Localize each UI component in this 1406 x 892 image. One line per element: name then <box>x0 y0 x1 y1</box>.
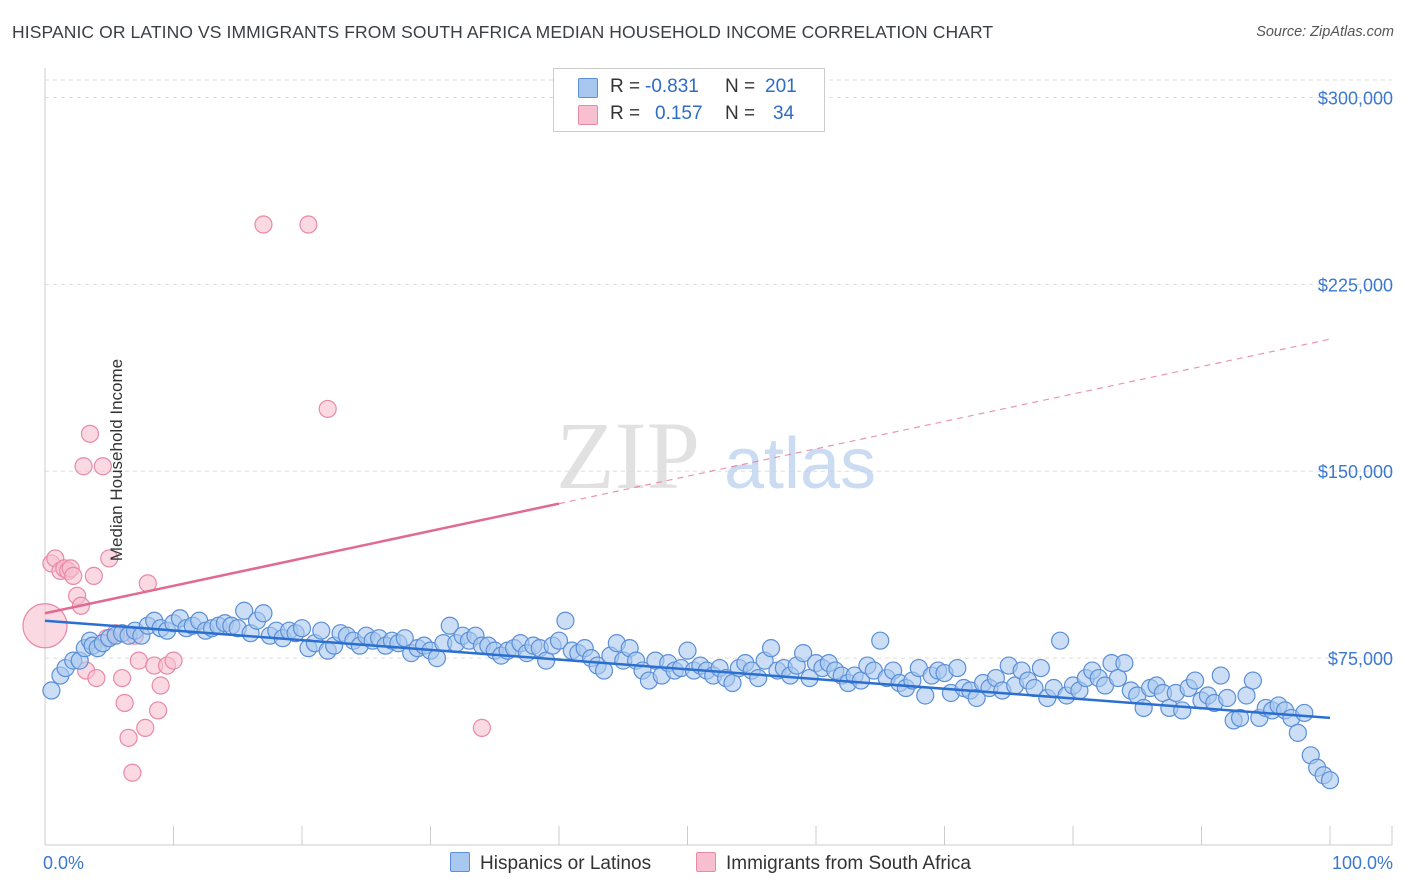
data-point-hispanics <box>851 671 871 690</box>
blue-swatch-icon <box>578 78 598 98</box>
n-value-south-africa: 34 <box>773 103 795 124</box>
data-point-hispanics <box>871 631 890 650</box>
data-point-hispanics <box>1295 703 1314 723</box>
data-point-south-africa <box>254 215 273 234</box>
pink-square-icon <box>696 852 716 872</box>
data-point-south-africa <box>318 399 337 419</box>
watermark-zip: ZIP <box>556 402 700 509</box>
legend-label-hispanics: Hispanics or Latinos <box>480 853 652 874</box>
data-point-hispanics <box>948 658 967 678</box>
tick-labels: $75,000 $150,000 $225,000 $300,000 0.0% 100.0… <box>43 88 1393 873</box>
data-point-south-africa <box>115 693 134 713</box>
trend-line-south-africa <box>44 502 560 615</box>
blue-square-icon <box>450 852 470 872</box>
watermark-atlas: atlas <box>724 424 876 504</box>
data-point-hispanics <box>395 629 414 648</box>
data-point-south-africa <box>119 728 138 747</box>
data-point-south-africa <box>164 651 183 670</box>
watermark: ZIP atlas <box>556 402 876 509</box>
y-tick-label: $150,000 <box>1318 462 1393 482</box>
y-tick-label: $225,000 <box>1318 275 1393 295</box>
pink-swatch-icon <box>578 105 598 125</box>
data-point-hispanics <box>440 616 459 635</box>
x-tick-label: 0.0% <box>43 853 84 873</box>
data-point-hispanics <box>42 681 61 700</box>
series-hispanics-latinos <box>42 601 1340 790</box>
data-point-hispanics <box>1230 708 1250 728</box>
data-point-south-africa <box>84 566 103 585</box>
n-label: N = <box>725 103 756 124</box>
data-point-hispanics <box>749 668 768 688</box>
data-point-south-africa <box>93 457 112 476</box>
data-point-hispanics <box>1288 723 1307 742</box>
y-tick-label: $75,000 <box>1328 649 1393 669</box>
data-point-hispanics <box>723 673 742 693</box>
data-point-south-africa <box>151 676 170 695</box>
data-point-south-africa <box>299 215 318 234</box>
data-point-hispanics <box>312 621 331 640</box>
data-point-hispanics <box>254 604 273 623</box>
data-point-south-africa <box>129 651 148 670</box>
data-point-south-africa <box>148 701 168 720</box>
data-point-hispanics <box>1051 631 1070 650</box>
r-value-hispanics: -0.831 <box>645 76 699 97</box>
data-point-hispanics <box>1211 666 1230 685</box>
y-axis-label: Median Household Income <box>107 358 127 562</box>
data-point-hispanics <box>1185 671 1205 690</box>
data-point-south-africa <box>136 718 155 737</box>
chart-title: HISPANIC OR LATINO VS IMMIGRANTS FROM SO… <box>12 22 994 42</box>
data-point-south-africa <box>64 566 83 585</box>
data-point-south-africa <box>87 668 106 688</box>
trend-line-hispanics <box>44 619 1331 720</box>
r-value-south-africa: 0.157 <box>655 103 703 124</box>
data-point-south-africa <box>80 424 100 443</box>
data-point-hispanics <box>549 631 569 650</box>
data-point-south-africa <box>472 718 491 737</box>
data-point-hispanics <box>1108 668 1128 688</box>
data-point-south-africa <box>74 457 93 476</box>
data-point-hispanics <box>761 639 781 658</box>
data-point-south-africa <box>112 668 132 688</box>
trend-lines <box>44 338 1331 720</box>
data-point-south-africa <box>22 603 68 649</box>
data-point-hispanics <box>1320 771 1340 790</box>
data-point-hispanics <box>1173 701 1192 720</box>
data-point-hispanics <box>1031 658 1050 678</box>
data-point-south-africa <box>100 549 119 568</box>
data-point-hispanics <box>556 611 575 630</box>
r-label: R = <box>610 76 641 97</box>
data-point-hispanics <box>1134 698 1153 718</box>
legend-item-hispanics[interactable]: Hispanics or Latinos <box>450 852 651 875</box>
data-point-hispanics <box>678 641 697 660</box>
x-tick-label: 100.0% <box>1332 853 1393 873</box>
r-label: R = <box>610 103 641 124</box>
n-label: N = <box>725 76 756 97</box>
axes <box>44 68 1393 846</box>
legend-item-south-africa[interactable]: Immigrants from South Africa <box>696 852 971 875</box>
data-point-hispanics <box>1115 653 1134 673</box>
legend-label-south-africa: Immigrants from South Africa <box>726 853 971 874</box>
source-label: Source: ZipAtlas.com <box>1256 24 1394 40</box>
data-point-hispanics <box>1218 688 1237 708</box>
data-point-hispanics <box>235 601 254 620</box>
data-point-south-africa <box>123 763 142 782</box>
data-point-hispanics <box>1237 686 1256 705</box>
correlation-legend: R = -0.831 N = 201 R = 0.157 N = 34 <box>553 68 825 132</box>
data-point-hispanics <box>967 688 986 708</box>
data-point-hispanics <box>794 644 813 663</box>
data-point-hispanics <box>537 651 556 670</box>
data-point-hispanics <box>292 619 312 638</box>
data-point-hispanics <box>1243 671 1263 690</box>
n-value-hispanics: 201 <box>765 76 797 97</box>
data-point-hispanics <box>916 686 935 705</box>
y-tick-label: $300,000 <box>1318 88 1393 108</box>
series-immigrants-south-africa <box>22 215 491 782</box>
